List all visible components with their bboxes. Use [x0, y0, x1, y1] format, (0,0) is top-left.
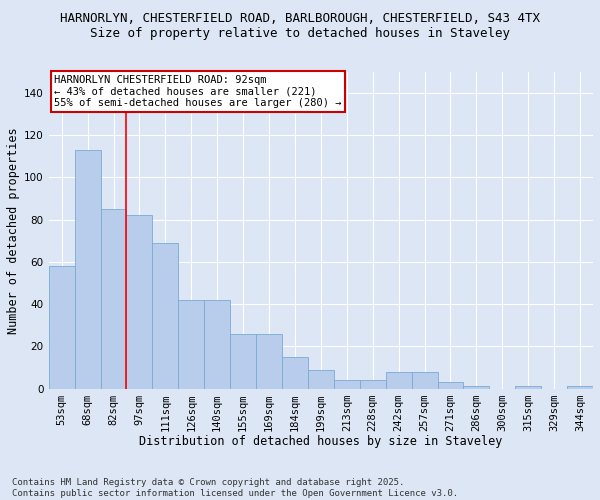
Text: HARNORLYN CHESTERFIELD ROAD: 92sqm
← 43% of detached houses are smaller (221)
55: HARNORLYN CHESTERFIELD ROAD: 92sqm ← 43%…: [54, 75, 341, 108]
Bar: [49, 266, 74, 388]
Bar: [334, 380, 360, 388]
Bar: [256, 334, 282, 388]
Text: HARNORLYN, CHESTERFIELD ROAD, BARLBOROUGH, CHESTERFIELD, S43 4TX: HARNORLYN, CHESTERFIELD ROAD, BARLBOROUG…: [60, 12, 540, 26]
Bar: [463, 386, 490, 388]
Bar: [127, 216, 152, 388]
Bar: [178, 300, 204, 388]
Bar: [101, 209, 127, 388]
Bar: [515, 386, 541, 388]
Y-axis label: Number of detached properties: Number of detached properties: [7, 127, 20, 334]
X-axis label: Distribution of detached houses by size in Staveley: Distribution of detached houses by size …: [139, 435, 503, 448]
Bar: [360, 380, 386, 388]
Bar: [74, 150, 101, 388]
Bar: [386, 372, 412, 388]
Bar: [308, 370, 334, 388]
Text: Contains HM Land Registry data © Crown copyright and database right 2025.
Contai: Contains HM Land Registry data © Crown c…: [12, 478, 458, 498]
Text: Size of property relative to detached houses in Staveley: Size of property relative to detached ho…: [90, 28, 510, 40]
Bar: [567, 386, 593, 388]
Bar: [282, 357, 308, 388]
Bar: [230, 334, 256, 388]
Bar: [204, 300, 230, 388]
Bar: [437, 382, 463, 388]
Bar: [152, 243, 178, 388]
Bar: [412, 372, 437, 388]
